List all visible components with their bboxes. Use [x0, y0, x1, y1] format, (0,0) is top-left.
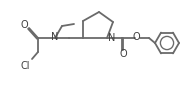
Text: N: N — [51, 32, 59, 42]
Text: O: O — [20, 20, 28, 30]
Text: O: O — [119, 49, 127, 59]
Text: Cl: Cl — [20, 61, 30, 71]
Text: O: O — [132, 32, 140, 42]
Text: N: N — [108, 33, 116, 43]
